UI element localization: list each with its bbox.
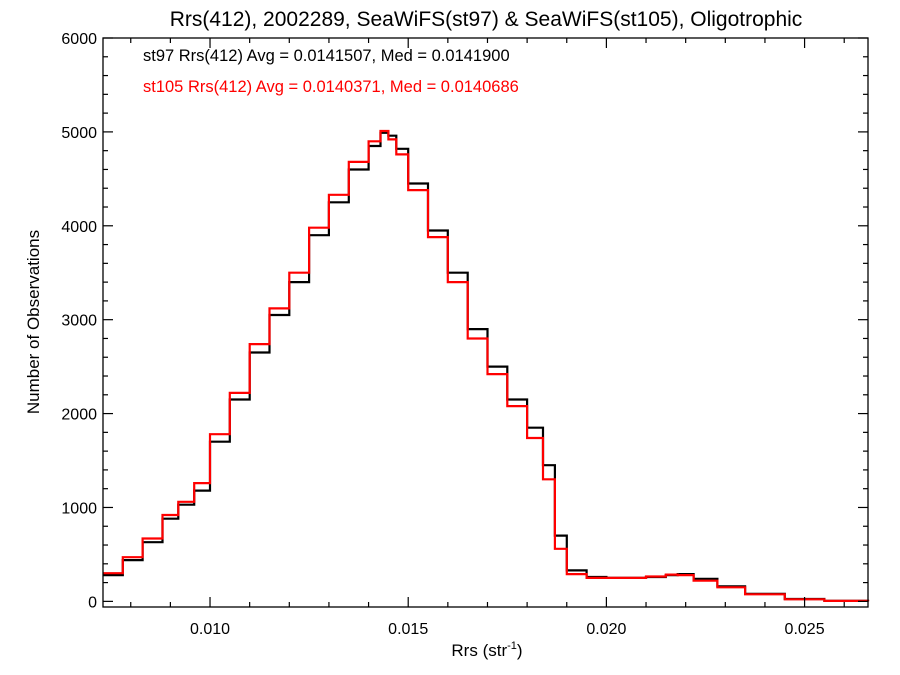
y-tick-label: 1000 (61, 500, 97, 517)
x-axis-title-superscript: -1 (507, 640, 517, 652)
y-tick-label: 3000 (61, 313, 97, 330)
annotation-st105: st105 Rrs(412) Avg = 0.0140371, Med = 0.… (143, 78, 519, 96)
legend-annotations: st97 Rrs(412) Avg = 0.0141507, Med = 0.0… (143, 47, 519, 96)
y-axis-title: Number of Observations (24, 230, 43, 414)
x-tick-label: 0.020 (586, 621, 626, 638)
annotation-st97: st97 Rrs(412) Avg = 0.0141507, Med = 0.0… (143, 47, 510, 65)
x-tick-label: 0.010 (190, 621, 230, 638)
series-layer (103, 129, 870, 602)
x-axis-title-main: Rrs (str (451, 641, 507, 660)
y-tick-label: 4000 (61, 219, 97, 236)
chart-title: Rrs(412), 2002289, SeaWiFS(st97) & SeaWi… (170, 8, 803, 31)
series-line-1 (103, 129, 870, 602)
axes-layer: 0.010 0.015 0.020 0.025 0 1000 2000 3000 4000 500… (61, 31, 869, 638)
series-line-0 (103, 131, 870, 602)
y-tick-label: 0 (88, 594, 97, 611)
y-tick-label: 6000 (61, 31, 97, 48)
x-axis-title-suffix: ) (517, 641, 523, 660)
y-tick-label: 5000 (61, 125, 97, 142)
plot-frame (102, 37, 869, 608)
y-tick-label: 2000 (61, 407, 97, 424)
x-tick-label: 0.025 (785, 621, 825, 638)
x-tick-label: 0.015 (388, 621, 428, 638)
x-axis-title: Rrs (str-1) (451, 640, 522, 660)
